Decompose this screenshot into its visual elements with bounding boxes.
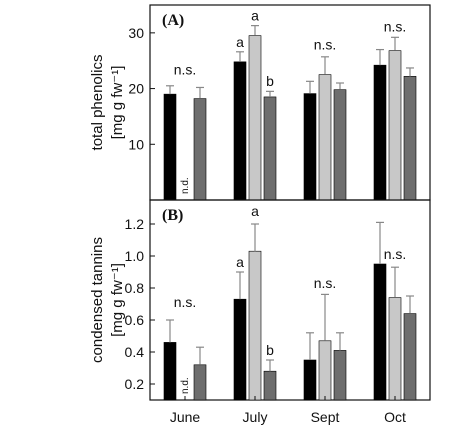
significance-label: n.s.: [384, 19, 407, 35]
bar: [333, 350, 347, 401]
bar: [403, 76, 417, 201]
x-category-label: Oct: [384, 409, 406, 425]
significance-label: a: [236, 254, 244, 270]
bar: [233, 298, 247, 401]
bar: [193, 364, 207, 401]
bar: [263, 370, 277, 401]
y-tick-label: 0.8: [125, 280, 145, 296]
bar: [403, 313, 417, 401]
y-axis-title: total phenolics: [89, 55, 106, 151]
x-category-label: July: [243, 409, 268, 425]
y-axis-title: condensed tannins: [89, 237, 106, 363]
not-detected-label: n.d.: [180, 377, 191, 394]
panel-label: (A): [162, 12, 184, 29]
significance-label: a: [251, 203, 259, 219]
significance-label: n.s.: [384, 246, 407, 262]
x-axis-categories: June July Sept Oct: [170, 396, 406, 425]
y-axis-unit: [mg g fw⁻¹]: [109, 263, 126, 337]
bar: [263, 96, 277, 201]
significance-label: n.s.: [174, 62, 197, 78]
bar: [373, 263, 387, 401]
panel-a: 10 20 30 total phenolics [mg g fw⁻¹] (A) n.d. n…: [89, 4, 431, 201]
significance-label: b: [266, 342, 274, 358]
bar: [193, 98, 207, 201]
significance-label: a: [236, 34, 244, 50]
significance-label: a: [251, 8, 259, 24]
y-tick-label: 1.0: [125, 248, 145, 264]
y-tick-label: 20: [128, 81, 144, 97]
y-tick-label: 1.2: [125, 216, 145, 232]
significance-label: n.s.: [314, 275, 337, 291]
y-tick-label: 0.4: [125, 344, 145, 360]
bar: [333, 89, 347, 201]
bar: [163, 342, 177, 401]
bar: [373, 64, 387, 201]
bar: [233, 61, 247, 201]
y-tick-label: 30: [128, 25, 144, 41]
x-category-label: Sept: [311, 409, 340, 425]
y-axis-unit: [mg g fw⁻¹]: [109, 66, 126, 140]
bar: [318, 340, 332, 401]
bar: [248, 35, 262, 201]
significance-label: n.s.: [314, 37, 337, 53]
bar: [303, 93, 317, 201]
significance-label: b: [266, 73, 274, 89]
bar: [388, 297, 402, 401]
y-tick-label: 0.2: [125, 376, 145, 392]
y-tick-label: 0.6: [125, 312, 145, 328]
y-tick-label: 10: [128, 136, 144, 152]
bar: [303, 359, 317, 401]
bar: [163, 93, 177, 201]
not-detected-label: n.d.: [180, 177, 191, 194]
panel-b: 0.2 0.4 0.6 0.8 1.0 1.2 condensed tannins [mg g…: [89, 199, 431, 401]
plot-frame: [149, 199, 431, 401]
x-category-label: June: [170, 409, 201, 425]
significance-label: n.s.: [174, 294, 197, 310]
bar: [388, 50, 402, 201]
bar: [318, 74, 332, 201]
bar: [248, 250, 262, 401]
panel-label: (B): [162, 207, 183, 224]
